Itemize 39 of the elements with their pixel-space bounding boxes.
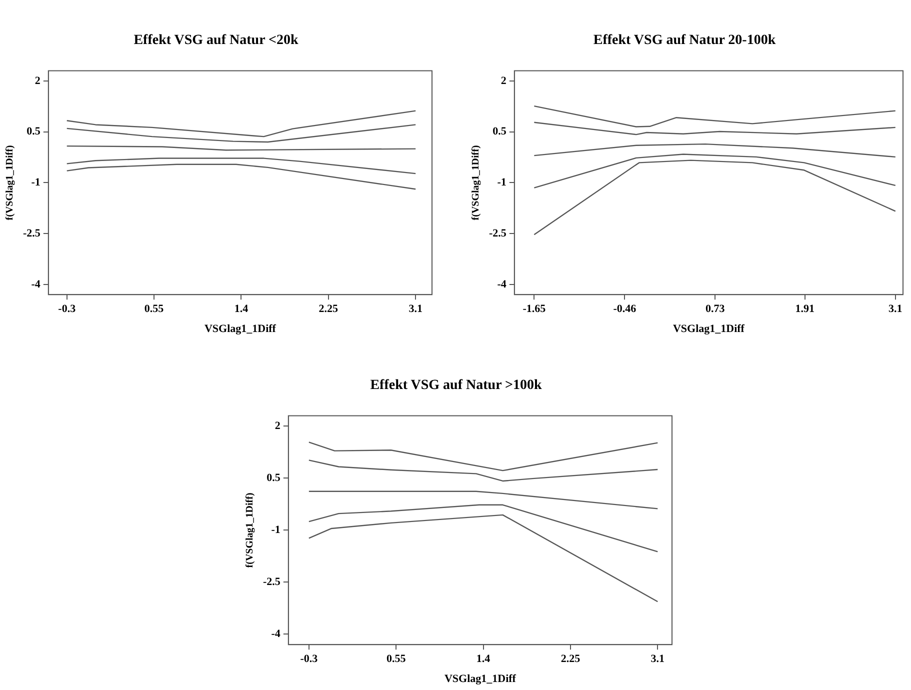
y-tick-label: 0.5 [266,472,281,484]
x-tick-label: -0.3 [300,653,318,666]
y-tick-label: -4 [271,628,281,640]
y-tick-label: -1 [31,176,40,189]
x-tick-label: 0.73 [706,303,726,316]
y-tick-label: -2.5 [262,576,281,588]
chart-title: Effekt VSG auf Natur >100k [370,378,542,394]
x-tick-label: 1.4 [234,303,249,316]
y-axis-title: f(VSGlag1_1Diff) [244,492,256,568]
x-tick-label: 3.1 [408,303,422,316]
x-tick-label: -1.65 [522,303,546,316]
x-tick-label: 3.1 [888,303,902,316]
x-tick-label: 2.25 [318,303,339,316]
y-tick-label: -4 [31,278,41,290]
y-axis-title: f(VSGlag1_1Diff) [470,145,482,220]
y-tick-label: -2.5 [22,227,41,240]
y-tick-label: 2 [500,74,507,87]
chart-title: Effekt VSG auf Natur <20k [134,33,299,48]
x-tick-label: 1.91 [795,303,815,316]
x-tick-label: 2.25 [560,653,581,666]
y-tick-label: -1 [497,176,506,189]
x-tick-label: 3.1 [650,653,665,666]
x-tick-label: -0.46 [613,303,637,316]
x-axis-title: VSGlag1_1Diff [204,323,276,336]
x-tick-label: 0.55 [386,653,406,666]
x-tick-label: 1.4 [476,653,491,666]
y-tick-label: -2.5 [488,227,507,240]
y-tick-label: 2 [274,420,281,432]
x-axis-title: VSGlag1_1Diff [444,673,516,686]
y-tick-label: -1 [271,524,280,536]
chart-title: Effekt VSG auf Natur 20-100k [593,33,776,48]
y-tick-label: 0.5 [26,126,41,138]
x-tick-label: -0.3 [58,303,76,316]
y-tick-label: 0.5 [492,126,507,138]
y-tick-label: -4 [497,278,507,290]
y-axis-title: f(VSGlag1_1Diff) [4,145,16,220]
x-tick-label: 0.55 [144,303,164,316]
x-axis-title: VSGlag1_1Diff [672,323,745,336]
y-tick-label: 2 [34,74,41,87]
